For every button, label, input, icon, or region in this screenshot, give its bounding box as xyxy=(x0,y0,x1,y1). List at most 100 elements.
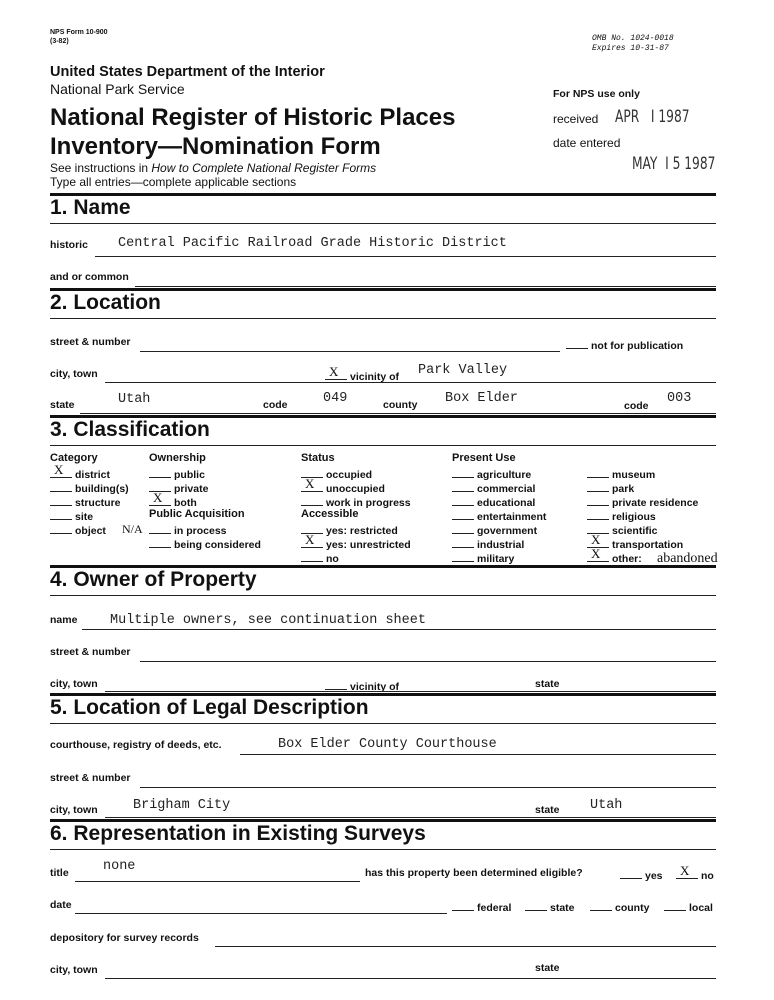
vicinity-checkbox[interactable]: vicinity of xyxy=(325,679,399,693)
checkbox-blank[interactable] xyxy=(452,495,474,506)
historic-value[interactable]: Central Pacific Railroad Grade Historic … xyxy=(118,236,507,251)
classification-option[interactable]: government xyxy=(452,523,537,537)
classification-option[interactable]: scientific xyxy=(587,523,658,537)
classification-option[interactable]: object xyxy=(50,523,106,537)
classification-option[interactable]: public xyxy=(149,467,205,481)
code2-value[interactable]: 003 xyxy=(667,391,692,406)
classification-option[interactable]: industrial xyxy=(452,537,524,551)
date-entered-stamp: MAY I 5 1987 xyxy=(632,154,716,174)
classification-option[interactable]: occupied xyxy=(301,467,372,481)
not-for-publication[interactable]: not for publication xyxy=(566,338,683,352)
checkbox-blank[interactable] xyxy=(149,481,171,492)
checkbox-blank[interactable] xyxy=(50,481,72,492)
instructions: See instructions in How to Complete Nati… xyxy=(50,162,376,174)
classification-option[interactable]: religious xyxy=(587,509,656,523)
eligible-yes[interactable]: yes xyxy=(620,868,663,882)
classification-option[interactable]: work in progress xyxy=(301,495,411,509)
checkbox-blank[interactable] xyxy=(50,509,72,520)
checkbox-blank[interactable] xyxy=(452,551,474,562)
checkbox-blank[interactable] xyxy=(587,467,609,478)
city-value[interactable]: Brigham City xyxy=(133,798,231,813)
state-label: state xyxy=(50,399,75,411)
classification-option[interactable]: agriculture xyxy=(452,467,531,481)
local-checkbox[interactable]: local xyxy=(664,900,713,914)
option-label: museum xyxy=(612,469,656,481)
classification-option[interactable]: park xyxy=(587,481,634,495)
checkbox-blank[interactable] xyxy=(587,509,609,520)
classification-option[interactable]: being considered xyxy=(149,537,261,551)
instructions-title: How to Complete National Register Forms xyxy=(151,161,377,175)
checkbox-blank[interactable] xyxy=(50,523,72,534)
checkbox-blank[interactable]: X xyxy=(50,463,72,478)
checkbox-blank[interactable] xyxy=(452,509,474,520)
option-label: building(s) xyxy=(75,483,129,495)
federal-checkbox[interactable]: federal xyxy=(452,900,511,914)
checkbox-blank[interactable]: X xyxy=(301,533,323,548)
field-line xyxy=(140,351,560,352)
city-label: city, town xyxy=(50,804,98,816)
checkbox-blank[interactable] xyxy=(452,467,474,478)
checkbox-blank[interactable] xyxy=(149,523,171,534)
checkbox-blank[interactable] xyxy=(587,495,609,506)
other-value[interactable]: abandoned xyxy=(657,551,718,566)
checkbox-blank[interactable] xyxy=(301,495,323,506)
checkbox-blank[interactable]: X xyxy=(149,491,171,506)
section-rule xyxy=(50,223,716,224)
checkbox-blank[interactable] xyxy=(587,523,609,534)
classification-option[interactable]: site xyxy=(50,509,93,523)
x-mark: X xyxy=(54,462,64,477)
form-title: National Register of Historic Places xyxy=(50,104,456,131)
classification-option[interactable]: no xyxy=(301,551,339,565)
checkbox-blank[interactable] xyxy=(149,467,171,478)
checkbox-blank[interactable] xyxy=(149,537,171,548)
classification-option[interactable]: commercial xyxy=(452,481,535,495)
vicinity-value[interactable]: Park Valley xyxy=(418,363,508,378)
checkbox-blank[interactable]: X xyxy=(301,477,323,492)
classification-option[interactable]: building(s) xyxy=(50,481,129,495)
owner-name-value[interactable]: Multiple owners, see continuation sheet xyxy=(110,613,426,628)
section-2-title: 2. Location xyxy=(50,291,161,314)
option-label: work in progress xyxy=(326,497,411,509)
classification-option[interactable]: in process xyxy=(149,523,227,537)
checkbox-blank[interactable] xyxy=(452,523,474,534)
checkbox-blank[interactable] xyxy=(301,523,323,534)
checkbox-blank[interactable] xyxy=(587,481,609,492)
classification-option[interactable]: private xyxy=(149,481,208,495)
checkbox-blank[interactable] xyxy=(452,537,474,548)
state-label: state xyxy=(535,804,560,816)
state-value[interactable]: Utah xyxy=(590,798,623,813)
classification-heading: Ownership xyxy=(149,452,206,464)
form-number: NPS Form 10-900 xyxy=(50,29,108,36)
checkbox-blank[interactable]: X xyxy=(587,533,609,548)
survey-title-value[interactable]: none xyxy=(103,859,136,874)
checkbox-blank[interactable] xyxy=(452,481,474,492)
omb-number: OMB No. 1024-0018 xyxy=(592,34,674,43)
county-value[interactable]: Box Elder xyxy=(445,391,518,406)
classification-option[interactable]: military xyxy=(452,551,514,565)
courthouse-value[interactable]: Box Elder County Courthouse xyxy=(278,737,497,752)
checkbox-blank[interactable]: X xyxy=(587,547,609,562)
checkbox-blank[interactable] xyxy=(301,551,323,562)
checkbox-blank[interactable] xyxy=(50,495,72,506)
classification-option[interactable]: yes: restricted xyxy=(301,523,398,537)
classification-option[interactable]: educational xyxy=(452,495,535,509)
classification-option[interactable]: private residence xyxy=(587,495,698,509)
checkbox-blank[interactable] xyxy=(301,467,323,478)
classification-option[interactable]: entertainment xyxy=(452,509,546,523)
classification-option[interactable]: museum xyxy=(587,467,655,481)
classification-option[interactable]: structure xyxy=(50,495,121,509)
code-value[interactable]: 049 xyxy=(323,391,348,406)
county-checkbox[interactable]: county xyxy=(590,900,649,914)
state-checkbox[interactable]: state xyxy=(525,900,575,914)
state-value[interactable]: Utah xyxy=(118,392,151,407)
field-line xyxy=(95,256,716,257)
option-label: other: xyxy=(612,553,642,565)
